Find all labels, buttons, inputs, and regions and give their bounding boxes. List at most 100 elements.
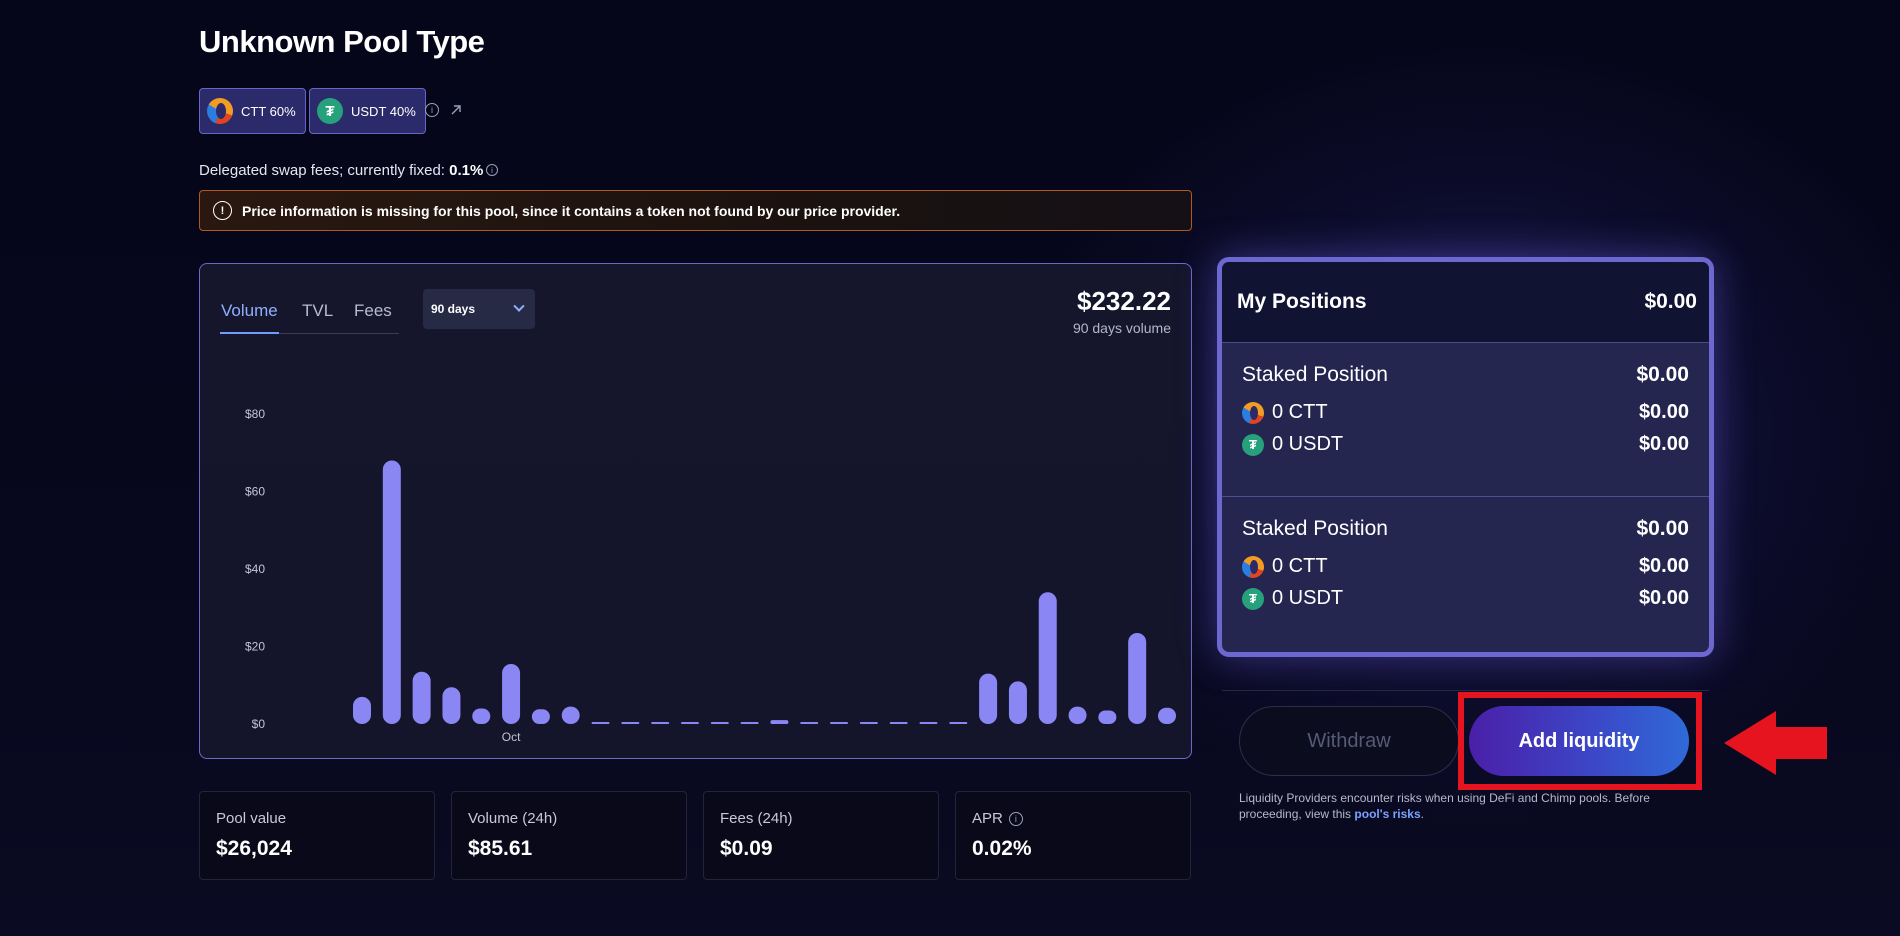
- volume-total-label: 90 days volume: [1072, 320, 1171, 336]
- ctt-token-icon: [1242, 555, 1264, 578]
- withdraw-button[interactable]: Withdraw: [1239, 706, 1459, 776]
- token-chip-ctt[interactable]: CTT 60%: [199, 88, 306, 134]
- tabs-underline: [220, 333, 399, 334]
- chart-bar[interactable]: [1128, 632, 1147, 724]
- token-weight-ctt: CTT 60%: [241, 103, 296, 119]
- staked-position-title: Staked Position: [1242, 363, 1388, 386]
- pool-risks-link[interactable]: pool's risks: [1354, 807, 1421, 821]
- chart-bar[interactable]: [1098, 710, 1117, 724]
- chart-bar[interactable]: [800, 722, 819, 724]
- active-tab-indicator: [220, 332, 279, 334]
- chart-bar[interactable]: [561, 706, 580, 724]
- chart-bar[interactable]: [859, 722, 878, 724]
- staked-token-value: $0.00: [1638, 433, 1689, 455]
- page-title: Unknown Pool Type: [199, 24, 485, 59]
- chart-bar[interactable]: [382, 460, 401, 725]
- chart-bar[interactable]: [1158, 707, 1176, 724]
- stat-label-wrap: APR i: [972, 810, 1174, 827]
- chart-bar[interactable]: [1008, 681, 1027, 724]
- staked-position-value: $0.00: [1636, 363, 1689, 386]
- stat-label: Pool value: [216, 810, 287, 827]
- chart-bar[interactable]: [889, 722, 908, 724]
- usdt-token-icon: ₮: [1242, 587, 1264, 610]
- chart-bar[interactable]: [770, 720, 789, 724]
- token-weight-usdt: USDT 40%: [351, 103, 416, 119]
- swap-fees-value: 0.1%: [449, 162, 484, 179]
- positions-title: My Positions: [1237, 290, 1367, 313]
- stat-value: $26,024: [216, 837, 292, 860]
- stat-value: $0.09: [720, 837, 773, 860]
- range-select[interactable]: 90 days: [423, 289, 535, 329]
- chart-bar[interactable]: [949, 722, 968, 724]
- y-tick-label: $60: [245, 485, 265, 499]
- staked-token-value: $0.00: [1638, 401, 1689, 423]
- staked-position: Staked Position $0.00 0 CTT $0.00 ₮ 0 USD…: [1222, 343, 1709, 496]
- chart-bar[interactable]: [412, 671, 431, 724]
- stat-label: Fees (24h): [720, 810, 793, 827]
- tab-fees[interactable]: Fees: [354, 301, 392, 320]
- info-icon[interactable]: i: [425, 103, 439, 117]
- stat-apr: APR i 0.02%: [955, 791, 1191, 880]
- chart-panel: Volume TVL Fees 90 days $232.22 90 days …: [199, 263, 1192, 759]
- chart-bar[interactable]: [680, 722, 699, 724]
- chart-bar[interactable]: [502, 663, 521, 724]
- x-tick-label: Oct: [502, 730, 521, 744]
- ctt-token-icon: [207, 98, 233, 124]
- stat-value: $85.61: [468, 837, 533, 860]
- actions-divider: [1222, 690, 1709, 691]
- add-liquidity-button[interactable]: Add liquidity: [1469, 706, 1689, 776]
- chart-bar[interactable]: [621, 722, 640, 724]
- ctt-token-icon: [1242, 401, 1264, 424]
- alert-icon: !: [213, 201, 232, 220]
- chart-bar[interactable]: [353, 696, 371, 724]
- y-tick-label: $20: [245, 640, 265, 654]
- my-positions-card: My Positions $0.00 Staked Position $0.00…: [1217, 257, 1714, 657]
- y-tick-label: $40: [245, 562, 265, 576]
- usdt-token-icon: ₮: [317, 98, 343, 124]
- token-chip-usdt[interactable]: ₮ USDT 40%: [309, 88, 426, 134]
- chart-bar[interactable]: [442, 687, 461, 724]
- risk-disclaimer: Liquidity Providers encounter risks when…: [1239, 790, 1679, 822]
- chart-bar[interactable]: [651, 722, 670, 724]
- chart-bar[interactable]: [710, 722, 729, 724]
- chart-bar[interactable]: [830, 722, 849, 724]
- staked-position-value: $0.00: [1636, 517, 1689, 540]
- external-link-icon[interactable]: [450, 104, 462, 116]
- range-select-value: 90 days: [431, 302, 476, 316]
- chart-bar[interactable]: [919, 722, 938, 724]
- staked-token-label: 0 USDT: [1272, 587, 1344, 609]
- stat-fees-24h: Fees (24h) $0.09: [703, 791, 939, 880]
- staked-position: Staked Position $0.00 0 CTT $0.00 ₮ 0 USD…: [1222, 496, 1709, 649]
- stat-pool-value: Pool value $26,024: [199, 791, 435, 880]
- price-missing-alert: ! Price information is missing for this …: [199, 190, 1192, 231]
- disclaimer-text: Liquidity Providers encounter risks when…: [1239, 791, 1650, 821]
- red-arrow-icon: [1724, 711, 1827, 775]
- y-tick-label: $80: [245, 407, 265, 421]
- y-tick-label: $0: [252, 717, 266, 731]
- chart-bar[interactable]: [1068, 706, 1087, 724]
- positions-header: My Positions $0.00: [1222, 262, 1709, 343]
- stat-label: APR: [972, 810, 1003, 827]
- chart-bar[interactable]: [1038, 592, 1057, 724]
- chart-bar[interactable]: [472, 708, 491, 725]
- staked-token-label: 0 CTT: [1272, 555, 1328, 577]
- usdt-token-icon: ₮: [1242, 433, 1264, 456]
- tab-tvl[interactable]: TVL: [302, 301, 334, 320]
- chart-bar[interactable]: [591, 722, 610, 724]
- disclaimer-suffix: .: [1420, 807, 1424, 821]
- chart-bar[interactable]: [531, 709, 550, 724]
- chart-bar[interactable]: [979, 673, 998, 724]
- fees-info-icon[interactable]: i: [486, 164, 498, 176]
- highlight-box: [1458, 692, 1702, 790]
- tab-volume[interactable]: Volume: [221, 301, 278, 320]
- staked-token-value: $0.00: [1638, 555, 1689, 577]
- apr-info-icon[interactable]: i: [1008, 811, 1023, 826]
- stat-volume-24h: Volume (24h) $85.61: [451, 791, 687, 880]
- stat-label: Volume (24h): [468, 810, 558, 827]
- stat-value: 0.02%: [972, 837, 1032, 860]
- chevron-down-icon: [513, 300, 525, 312]
- staked-token-value: $0.00: [1638, 587, 1689, 609]
- volume-chart: $0 $20 $40 $60 $80 Oct: [245, 407, 1176, 744]
- chart-bar[interactable]: [740, 722, 759, 724]
- positions-total: $0.00: [1644, 290, 1697, 313]
